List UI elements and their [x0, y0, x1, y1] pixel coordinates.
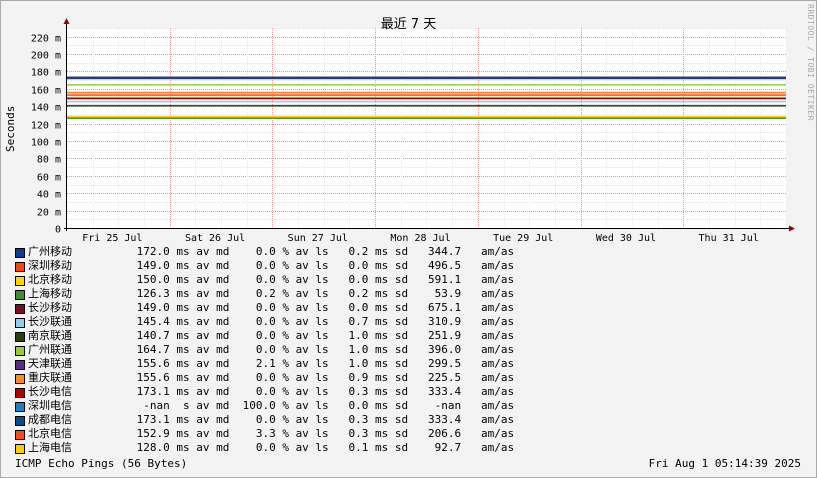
- y-tick-label: 180 m: [31, 68, 61, 79]
- legend-stats: 149.0 ms av md 0.0 % av ls 0.0 ms sd 496…: [130, 259, 515, 272]
- y-tick-label: 140 m: [31, 103, 61, 114]
- legend-name: 成都电信: [28, 413, 72, 426]
- legend-stats: 140.7 ms av md 0.0 % av ls 1.0 ms sd 251…: [130, 329, 515, 342]
- y-tick-label: 20 m: [37, 208, 61, 219]
- legend-stats: 164.7 ms av md 0.0 % av ls 1.0 ms sd 396…: [130, 343, 515, 356]
- legend-name: 长沙移动: [28, 301, 72, 314]
- footer-timestamp: Fri Aug 1 05:14:39 2025: [648, 457, 801, 470]
- legend-swatch: [15, 332, 25, 342]
- legend-swatch: [15, 248, 25, 258]
- y-tick-label: 220 m: [31, 34, 61, 45]
- legend-stats: 173.1 ms av md 0.0 % av ls 0.3 ms sd 333…: [130, 413, 515, 426]
- legend-stats: 155.6 ms av md 0.0 % av ls 0.9 ms sd 225…: [130, 371, 515, 384]
- legend-swatch: [15, 360, 25, 370]
- legend-name: 长沙联通: [28, 315, 72, 328]
- x-tick-label: Fri 25 Jul: [82, 233, 142, 244]
- y-axis-label: Seconds: [4, 105, 17, 152]
- rrdtool-credit: RRDTOOL / TOBI OETIKER: [806, 4, 815, 121]
- legend-swatch: [15, 402, 25, 412]
- footer-description: ICMP Echo Pings (56 Bytes): [15, 457, 188, 470]
- y-tick-label: 160 m: [31, 86, 61, 97]
- y-tick-label: 80 m: [37, 155, 61, 166]
- legend-swatch: [15, 262, 25, 272]
- legend-name: 北京移动: [28, 273, 72, 286]
- legend-swatch: [15, 346, 25, 356]
- chart-title: 最近 7 天: [380, 17, 437, 32]
- legend-name: 南京联通: [28, 329, 72, 342]
- x-axis-arrow: [789, 225, 795, 232]
- legend-name: 深圳电信: [28, 399, 72, 412]
- legend-swatch: [15, 388, 25, 398]
- legend-name: 深圳移动: [28, 259, 72, 272]
- x-tick-label: Sat 26 Jul: [185, 233, 245, 244]
- legend-name: 上海电信: [28, 441, 72, 454]
- y-tick-label: 100 m: [31, 138, 61, 149]
- legend-name: 北京电信: [28, 427, 72, 440]
- y-tick-label: 40 m: [37, 190, 61, 201]
- legend-swatch: [15, 444, 25, 454]
- legend-name: 重庆联通: [28, 371, 72, 384]
- legend-swatch: [15, 416, 25, 426]
- y-tick-label: 120 m: [31, 121, 61, 132]
- x-tick-label: Sun 27 Jul: [288, 233, 348, 244]
- legend-swatch: [15, 276, 25, 286]
- legend-stats: 149.0 ms av md 0.0 % av ls 0.0 ms sd 675…: [130, 301, 515, 314]
- legend-stats: 128.0 ms av md 0.0 % av ls 0.1 ms sd 92.…: [130, 441, 515, 454]
- y-axis-arrow: [63, 18, 70, 24]
- legend-stats: 145.4 ms av md 0.0 % av ls 0.7 ms sd 310…: [130, 315, 515, 328]
- legend-name: 天津联通: [28, 357, 72, 370]
- legend-swatch: [15, 374, 25, 384]
- legend-swatch: [15, 318, 25, 328]
- y-tick-label: 0: [55, 225, 61, 236]
- y-tick-label: 200 m: [31, 51, 61, 62]
- legend-stats: 173.1 ms av md 0.0 % av ls 0.3 ms sd 333…: [130, 385, 515, 398]
- legend-swatch: [15, 430, 25, 440]
- legend-stats: 126.3 ms av md 0.2 % av ls 0.2 ms sd 53.…: [130, 287, 515, 300]
- legend-stats: -nan s av md 100.0 % av ls 0.0 ms sd -na…: [130, 399, 515, 412]
- legend-stats: 150.0 ms av md 0.0 % av ls 0.0 ms sd 591…: [130, 273, 515, 286]
- legend-name: 上海移动: [28, 287, 72, 300]
- legend-name: 长沙电信: [28, 385, 72, 398]
- legend-stats: 155.6 ms av md 2.1 % av ls 1.0 ms sd 299…: [130, 357, 515, 370]
- legend-name: 广州联通: [28, 343, 72, 356]
- legend-name: 广州移动: [28, 245, 72, 258]
- legend-stats: 152.9 ms av md 3.3 % av ls 0.3 ms sd 206…: [130, 427, 515, 440]
- y-tick-label: 60 m: [37, 173, 61, 184]
- legend-swatch: [15, 304, 25, 314]
- legend-stats: 172.0 ms av md 0.0 % av ls 0.2 ms sd 344…: [130, 245, 515, 258]
- legend-swatch: [15, 290, 25, 300]
- x-tick-label: Tue 29 Jul: [493, 233, 553, 244]
- x-tick-label: Mon 28 Jul: [390, 233, 450, 244]
- x-tick-label: Thu 31 Jul: [699, 233, 759, 244]
- x-tick-label: Wed 30 Jul: [596, 233, 656, 244]
